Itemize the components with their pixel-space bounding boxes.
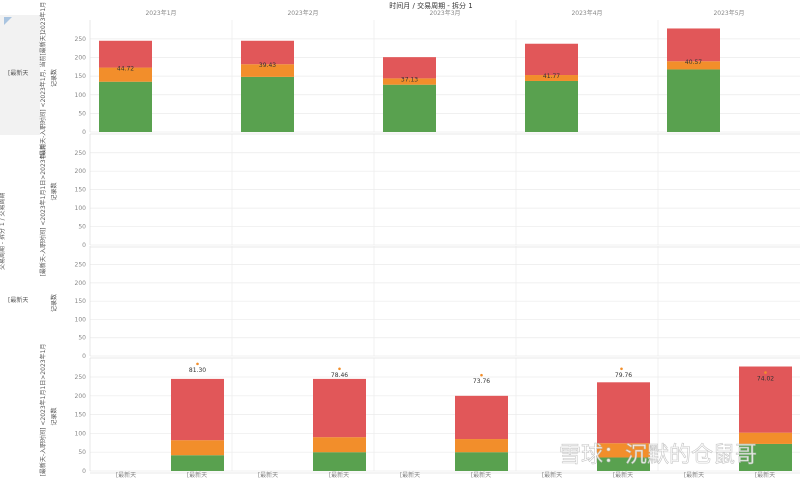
bar-segment-red (525, 43, 578, 76)
marker-point (620, 367, 623, 371)
row-axis-title: [最新天-入职时间] <2023年1月1日>2023年1月 (39, 144, 47, 277)
marker-point (480, 373, 483, 377)
left-rotated-title: 交易周期 - 拆分 1 / 交易周期 (0, 192, 6, 270)
bar-segment-red (99, 40, 152, 68)
data-label: 78.46 (331, 372, 348, 379)
y-tick-label: 250 (75, 150, 87, 157)
row-axis-title: [最新天-入职时间] <2023年1月, 当前[最新天]2023年1月 (39, 2, 47, 158)
bar-segment-green (383, 84, 436, 132)
bar-segment-orange (99, 67, 152, 82)
bar-segment-red (383, 57, 436, 79)
bar-segment-red (597, 382, 650, 444)
bottom-label: [最新天 (258, 471, 278, 479)
y-axis-label: 记录数 (50, 182, 58, 200)
bar-segment-orange (525, 75, 578, 81)
left-header-panel (0, 15, 40, 135)
y-tick-label: 0 (82, 129, 86, 136)
bottom-label: [最新天 (613, 471, 633, 479)
data-label: 40.57 (685, 59, 702, 66)
y-tick-label: 100 (75, 92, 87, 99)
y-axis-label: 记录数 (50, 407, 58, 425)
y-axis-label: 记录数 (50, 69, 58, 87)
bottom-label: [最新天 (400, 471, 420, 479)
column-header: 2023年4月 (571, 9, 602, 17)
bottom-label: [最新天 (755, 471, 775, 479)
bar-segment-red (241, 40, 294, 65)
bar-segment-orange (241, 64, 294, 77)
bar-segment-red (667, 28, 720, 62)
y-tick-label: 100 (75, 205, 87, 212)
y-tick-label: 200 (75, 280, 87, 287)
data-label: 74.02 (757, 376, 774, 383)
y-tick-label: 250 (75, 262, 87, 269)
bottom-label: [最新天 (542, 471, 562, 479)
row-axis-title: [最新天-入职时间] <2023年1月1日>2023年1月 (39, 344, 47, 477)
y-tick-label: 150 (75, 298, 87, 305)
bar-segment-orange (171, 440, 224, 456)
column-header: 2023年5月 (713, 9, 744, 17)
bar-segment-green (171, 455, 224, 471)
bar-segment-orange (597, 443, 650, 458)
y-axis-label: 记录数 (50, 294, 58, 312)
bar-segment-orange (739, 432, 792, 444)
y-tick-label: 0 (82, 353, 86, 360)
data-label: 41.77 (543, 73, 560, 80)
y-tick-label: 250 (75, 36, 87, 43)
bottom-label: [最新天 (116, 471, 136, 479)
watermark-text: 雪球：沉默的仓鼠哥 (559, 443, 757, 468)
bar-segment-red (455, 395, 508, 440)
data-label: 39.43 (259, 62, 276, 69)
data-label: 44.72 (117, 66, 134, 73)
marker-point (764, 371, 767, 374)
y-tick-label: 50 (78, 110, 86, 117)
y-tick-label: 0 (82, 242, 86, 249)
y-tick-label: 200 (75, 168, 87, 175)
y-tick-label: 50 (78, 449, 86, 456)
y-tick-label: 150 (75, 73, 87, 80)
bar-segment-red (171, 378, 224, 441)
y-tick-label: 50 (78, 224, 86, 231)
y-tick-label: 50 (78, 335, 86, 342)
marker-point (196, 362, 199, 366)
bar-segment-green (597, 457, 650, 471)
bar-segment-green (241, 76, 294, 132)
y-tick-label: 0 (82, 468, 86, 475)
bottom-label: [最新天 (684, 471, 704, 479)
column-header: 2023年2月 (287, 9, 318, 17)
bar-segment-red (313, 378, 366, 438)
y-tick-label: 100 (75, 430, 87, 437)
data-label: 73.76 (473, 378, 490, 385)
bar-segment-orange (455, 439, 508, 453)
left-label: [最新天 (8, 296, 28, 304)
left-label: [最新天 (8, 69, 28, 77)
bar-segment-orange (383, 78, 436, 85)
y-tick-label: 150 (75, 187, 87, 194)
bar-segment-orange (667, 61, 720, 70)
column-header: 2023年3月 (429, 9, 460, 17)
data-label: 81.30 (189, 367, 206, 374)
y-tick-label: 100 (75, 316, 87, 323)
corner-marker (4, 17, 12, 25)
bar-segment-green (313, 452, 366, 471)
data-label: 37.13 (401, 76, 418, 83)
chart-title: 时间月 / 交易周期 - 拆分 1 (389, 1, 472, 10)
bottom-label: [最新天 (471, 471, 491, 479)
y-tick-label: 250 (75, 374, 87, 381)
bar-segment-green (739, 443, 792, 471)
y-tick-label: 200 (75, 55, 87, 62)
marker-point (338, 367, 341, 371)
bar-segment-green (455, 452, 508, 471)
data-label: 79.76 (615, 372, 632, 379)
bottom-label: [最新天 (329, 471, 349, 479)
bar-segment-orange (313, 437, 366, 453)
y-tick-label: 200 (75, 393, 87, 400)
bottom-label: [最新天 (187, 471, 207, 479)
bar-segment-green (667, 69, 720, 132)
column-header: 2023年1月 (145, 9, 176, 17)
y-tick-label: 150 (75, 412, 87, 419)
bar-segment-green (525, 80, 578, 132)
bar-segment-green (99, 81, 152, 132)
bar-segment-red (739, 366, 792, 433)
